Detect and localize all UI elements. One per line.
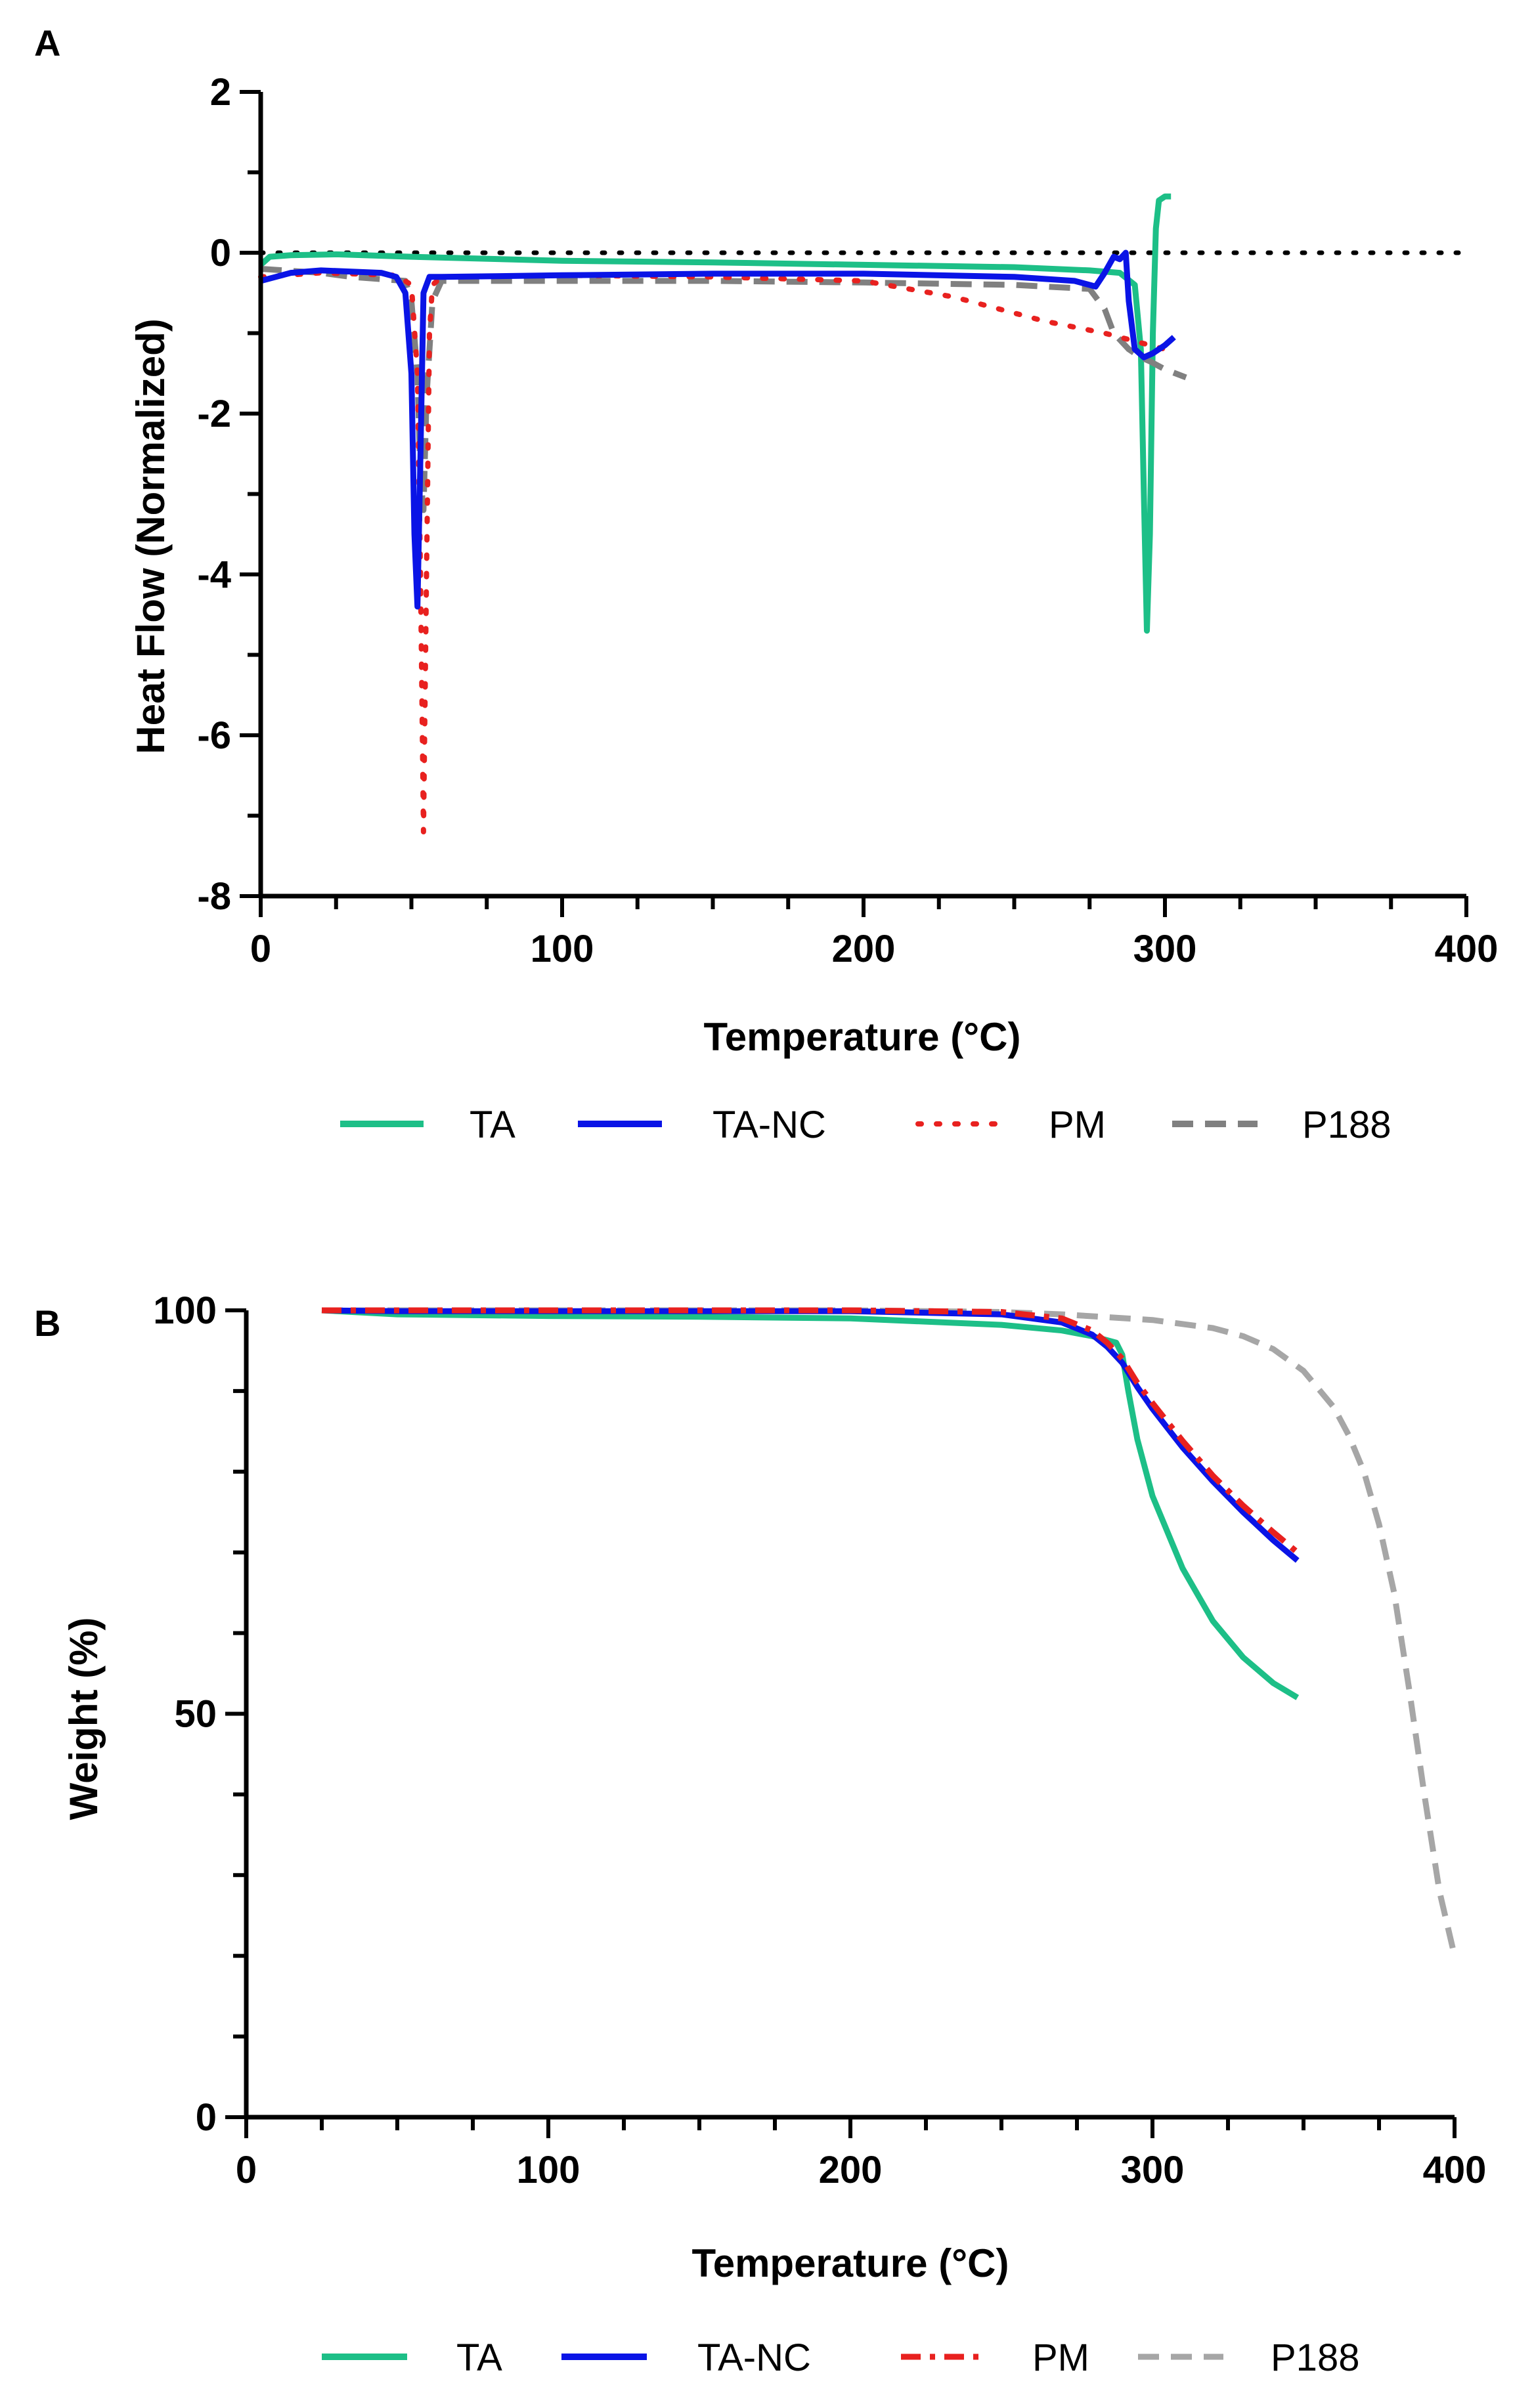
panel-b-series-line-p188 xyxy=(322,1307,1458,1957)
panel-b-label: B xyxy=(34,1302,60,1344)
panel-a-x-tick-label: 0 xyxy=(250,928,271,970)
panel-a-x-tick-label: 200 xyxy=(832,928,896,970)
panel-b-y-tick-label: 50 xyxy=(174,1693,217,1736)
panel-b-x-tick-label: 300 xyxy=(1121,2149,1185,2191)
panel-a-series-line-pm xyxy=(258,270,1168,834)
panel-a-legend: TA TA-NC PM P188 xyxy=(340,1104,1391,1146)
panel-b-series-line-pm xyxy=(322,1307,1300,1555)
panel-b-x-tick-label: 100 xyxy=(517,2149,581,2191)
panel-b-legend-label-ta-nc: TA-NC xyxy=(697,2336,811,2379)
panel-a-label: A xyxy=(34,22,60,64)
panel-b-chart: B 0 100 200 300 400 0 50 100 Temperature (°C) W… xyxy=(34,1289,1486,2379)
panel-a-x-tick-label: 400 xyxy=(1435,928,1499,970)
panel-a-x-axis-title: Temperature (°C) xyxy=(704,1015,1021,1059)
panel-a-y-tick-label: -8 xyxy=(197,875,231,918)
panel-a-y-tick-label: 0 xyxy=(210,232,231,274)
panel-a-legend-label-pm: PM xyxy=(1049,1104,1106,1146)
panel-a-legend-label-ta: TA xyxy=(470,1104,515,1146)
panel-b-x-axis-title: Temperature (°C) xyxy=(692,2241,1009,2285)
panel-b-series-group xyxy=(321,1307,1458,1957)
panel-b-axes: 0 100 200 300 400 0 50 100 xyxy=(153,1289,1486,2191)
panel-b-y-tick-label: 0 xyxy=(196,2096,217,2139)
panel-a-chart: A 0 100 200 300 400 -8 -6 -4 -2 0 2 Temperature (°… xyxy=(34,22,1498,1146)
panel-a-legend-label-ta-nc: TA-NC xyxy=(712,1104,826,1146)
panel-b-x-tick-label: 0 xyxy=(236,2149,257,2191)
panel-a-y-tick-label: -6 xyxy=(197,714,231,757)
panel-b-x-tick-label: 200 xyxy=(819,2149,883,2191)
panel-b-series-line-ta xyxy=(321,1307,1300,1700)
panel-b-y-axis-title: Weight (%) xyxy=(62,1618,106,1820)
panel-b-legend-label-ta: TA xyxy=(456,2336,502,2379)
panel-b-y-tick-label: 100 xyxy=(153,1289,217,1332)
panel-b-legend: TA TA-NC PM P188 xyxy=(322,2336,1359,2379)
panel-a-x-tick-label: 100 xyxy=(531,928,594,970)
panel-a-legend-label-p188: P188 xyxy=(1302,1104,1391,1146)
panel-b-x-tick-label: 400 xyxy=(1423,2149,1487,2191)
panel-a-series-line-ta-nc xyxy=(259,249,1176,610)
panel-b-legend-label-pm: PM xyxy=(1032,2336,1089,2379)
panel-a-y-tick-label: -4 xyxy=(197,553,231,596)
panel-a-series-line-p188 xyxy=(260,266,1187,513)
panel-a-x-tick-label: 300 xyxy=(1133,928,1197,970)
panel-a-series-line-ta xyxy=(259,193,1172,634)
panel-a-axes: 0 100 200 300 400 -8 -6 -4 -2 0 2 xyxy=(197,71,1498,970)
panel-a-series-group xyxy=(258,193,1469,834)
panel-a-y-axis-title: Heat Flow (Normalized) xyxy=(129,318,173,754)
panel-a-y-tick-label: -2 xyxy=(197,393,231,435)
panel-b-series-line-ta-nc xyxy=(321,1307,1300,1563)
panel-b-legend-label-p188: P188 xyxy=(1271,2336,1359,2379)
panel-a-y-tick-label: 2 xyxy=(210,71,231,114)
